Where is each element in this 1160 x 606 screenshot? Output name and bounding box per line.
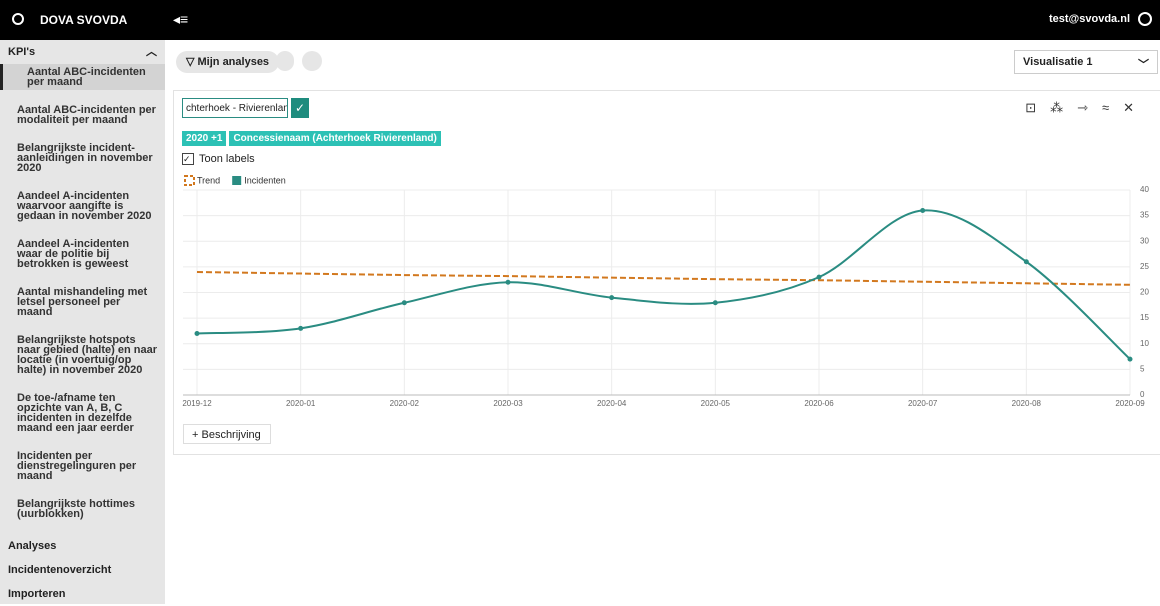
print-button[interactable] bbox=[302, 51, 322, 71]
kpi-list: Aantal ABC-incidenten per maand Aantal AB… bbox=[0, 64, 165, 522]
analyses-button[interactable]: ▽ Mijn analyses bbox=[176, 51, 280, 73]
data-point bbox=[505, 279, 511, 285]
kpi-item[interactable]: Aandeel A-incidenten waar de politie bij… bbox=[17, 238, 130, 270]
x-tick-label: 2020-09 bbox=[1115, 399, 1145, 408]
filter-input[interactable]: chterhoek - Rivierenland bbox=[182, 98, 288, 118]
data-point bbox=[298, 325, 304, 331]
x-tick-label: 2020-06 bbox=[804, 399, 834, 408]
checkbox-label: Toon labels bbox=[199, 153, 255, 165]
nav-link[interactable]: Analyses bbox=[8, 540, 57, 552]
kpi-item[interactable]: De toe-/afname ten opzichte van A, B, C … bbox=[17, 392, 134, 434]
filter-chip[interactable]: Concessienaam (Achterhoek Rivierenland) bbox=[229, 131, 441, 146]
kpi-item[interactable]: Aantal ABC-incidenten per maand bbox=[0, 64, 165, 90]
series-line bbox=[196, 209, 1131, 360]
panel-tools[interactable]: ⊡⁂⇾≈✕ bbox=[1025, 100, 1148, 115]
data-point bbox=[609, 295, 615, 301]
logo bbox=[12, 13, 24, 25]
brand: DOVA SVOVDA bbox=[40, 13, 128, 27]
y-tick-label: 25 bbox=[1140, 262, 1149, 271]
kpi-item[interactable]: Belangrijkste incident-aanleidingen in n… bbox=[17, 142, 153, 174]
confirm-button[interactable]: ✓ bbox=[291, 98, 309, 118]
nav-link[interactable]: Incidentenoverzicht bbox=[8, 564, 112, 576]
description-label: Beschrijving bbox=[201, 429, 261, 441]
user[interactable]: test@svovda.nl bbox=[1048, 13, 1130, 25]
chart-panel: chterhoek - Rivierenland ✓ ⊡⁂⇾≈✕ 2020 +1… bbox=[173, 90, 1160, 455]
kpi-item[interactable]: Belangrijkste hotspots naar gebied (halt… bbox=[17, 334, 157, 376]
chart: 0 5 10 15 20 25 30 35 40 2019-12 2020-01 2020-02 202… bbox=[182, 175, 1149, 408]
data-point bbox=[401, 300, 407, 306]
filter-chip[interactable]: 2020 +1 bbox=[182, 131, 227, 146]
header: DOVA SVOVDA ◂≡ test@svovda.nl bbox=[0, 0, 1160, 40]
sidebar: KPI's ︿ Aantal ABC-incidenten per maand Aa… bbox=[0, 40, 165, 604]
legend-swatch bbox=[184, 175, 195, 186]
chips: 2020 +1 Concessienaam (Achterhoek Riviere… bbox=[182, 130, 444, 146]
y-tick-label: 30 bbox=[1140, 236, 1149, 245]
menu-toggle[interactable]: ◂≡ bbox=[173, 11, 189, 27]
nav-link[interactable]: Importeren bbox=[8, 588, 66, 600]
kpi-item[interactable]: Aantal ABC-incidenten per modaliteit per… bbox=[17, 104, 156, 126]
x-tick-label: 2020-04 bbox=[597, 399, 627, 408]
x-tick-label: 2020-05 bbox=[701, 399, 731, 408]
section-title: KPI's bbox=[8, 46, 36, 58]
save-button[interactable] bbox=[276, 51, 294, 71]
kpi-section[interactable]: KPI's ︿ bbox=[0, 40, 165, 64]
data-point bbox=[1127, 356, 1133, 362]
visualisation-select[interactable]: Visualisatie 1 ﹀ bbox=[1014, 50, 1158, 74]
x-tick-label: 2020-08 bbox=[1012, 399, 1042, 408]
x-tick-label: 2019-12 bbox=[182, 399, 212, 408]
x-tick-label: 2020-07 bbox=[908, 399, 938, 408]
y-tick-label: 35 bbox=[1140, 211, 1149, 220]
data-point bbox=[194, 331, 200, 336]
kpi-item[interactable]: Aantal mishandeling met letsel personeel… bbox=[17, 286, 148, 318]
y-tick-label: 15 bbox=[1140, 313, 1149, 322]
labels-checkbox[interactable]: ✓ Toon labels bbox=[182, 153, 255, 165]
select-label: Visualisatie 1 bbox=[1023, 56, 1093, 68]
x-tick-label: 2020-02 bbox=[390, 399, 420, 408]
data-point bbox=[816, 274, 822, 280]
kpi-item[interactable]: Incidenten per dienstregelinguren per ma… bbox=[17, 450, 137, 482]
y-tick-label: 20 bbox=[1140, 288, 1149, 297]
kpi-item[interactable]: Aandeel A-incidenten waarvoor aangifte i… bbox=[17, 190, 152, 222]
y-tick-label: 10 bbox=[1140, 339, 1149, 348]
legend-label: Trend bbox=[197, 175, 220, 185]
x-tick-label: 2020-03 bbox=[493, 399, 523, 408]
link-list: Analyses Incidentenoverzicht Importeren bbox=[0, 534, 165, 606]
data-point bbox=[712, 300, 718, 306]
description-button[interactable]: + Beschrijving bbox=[183, 424, 271, 444]
y-tick-label: 40 bbox=[1140, 185, 1149, 194]
y-tick-label: 5 bbox=[1140, 364, 1145, 373]
legend-swatch bbox=[232, 176, 242, 185]
data-point bbox=[1023, 259, 1029, 265]
data-point bbox=[920, 208, 926, 213]
y-tick-label: 0 bbox=[1140, 390, 1145, 399]
kpi-item[interactable]: Belangrijkste hottimes (uurblokken) bbox=[17, 498, 135, 520]
trend-line bbox=[196, 271, 1131, 286]
user-icon[interactable] bbox=[1138, 12, 1152, 26]
legend-label: Incidenten bbox=[244, 175, 286, 185]
analyses-label: Mijn analyses bbox=[197, 56, 270, 68]
x-tick-label: 2020-01 bbox=[286, 399, 316, 408]
